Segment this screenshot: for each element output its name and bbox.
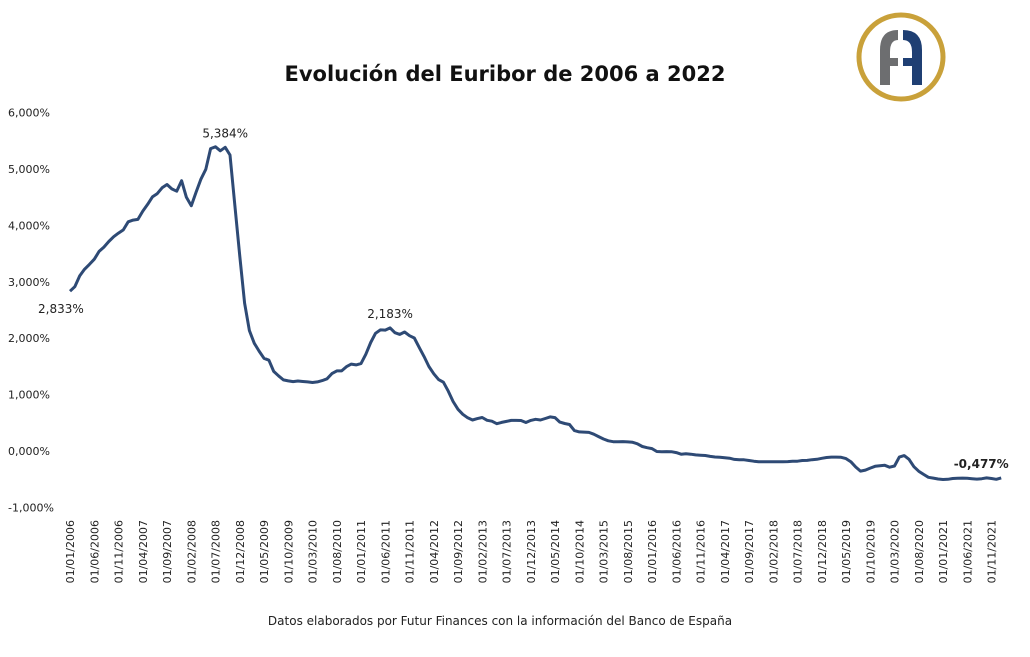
x-tick-label: 01/04/2007 (137, 520, 150, 583)
x-tick-label: 01/11/2021 (986, 520, 999, 583)
x-tick-label: 01/12/2008 (234, 520, 247, 583)
x-tick-label: 01/09/2012 (452, 520, 465, 583)
x-tick-label: 01/05/2009 (258, 520, 271, 583)
x-tick-label: 01/09/2017 (743, 520, 756, 583)
x-tick-label: 01/08/2020 (913, 520, 926, 583)
source-note: Datos elaborados por Futur Finances con … (267, 614, 733, 628)
x-tick-label: 01/02/2008 (185, 520, 198, 583)
x-tick-label: 01/11/2011 (404, 520, 417, 583)
data-label: 2,833% (38, 302, 84, 316)
x-tick-label: 01/01/2016 (646, 520, 659, 583)
y-tick-label: 4,000% (8, 219, 50, 232)
data-label: 5,384% (202, 126, 248, 140)
x-tick-label: 01/03/2015 (598, 520, 611, 583)
x-tick-label: 01/01/2006 (64, 520, 77, 583)
y-tick-label: 0,000% (8, 445, 50, 458)
chart-title: Evolución del Euribor de 2006 a 2022 (284, 62, 726, 86)
x-tick-label: 01/10/2009 (282, 520, 295, 583)
y-tick-label: 2,000% (8, 332, 50, 345)
y-tick-label: 1,000% (8, 389, 50, 402)
x-tick-label: 01/08/2010 (331, 520, 344, 583)
x-tick-label: 01/02/2018 (767, 520, 780, 583)
x-tick-label: 01/01/2011 (355, 520, 368, 583)
x-tick-label: 01/05/2019 (840, 520, 853, 583)
y-tick-label: 5,000% (8, 163, 50, 176)
x-tick-label: 01/12/2013 (525, 520, 538, 583)
futur-finances-logo (856, 12, 946, 102)
x-tick-label: 01/09/2007 (161, 520, 174, 583)
x-tick-label: 01/04/2012 (428, 520, 441, 583)
x-tick-label: 01/07/2013 (501, 520, 514, 583)
x-tick-label: 01/11/2016 (695, 520, 708, 583)
y-tick-label: -1,000% (8, 501, 54, 514)
x-tick-label: 01/11/2006 (113, 520, 126, 583)
y-tick-label: 3,000% (8, 276, 50, 289)
x-tick-label: 01/05/2014 (549, 520, 562, 583)
x-tick-label: 01/08/2015 (622, 520, 635, 583)
x-tick-label: 01/02/2013 (476, 520, 489, 583)
x-tick-label: 01/10/2014 (573, 520, 586, 583)
data-label: -0,477% (954, 457, 1009, 471)
x-tick-label: 01/07/2008 (210, 520, 223, 583)
x-tick-label: 01/07/2018 (792, 520, 805, 583)
euribor-series-line (68, 145, 1002, 481)
x-tick-label: 01/06/2006 (88, 520, 101, 583)
x-tick-label: 01/01/2021 (937, 520, 950, 583)
x-tick-label: 01/03/2020 (889, 520, 902, 583)
y-tick-label: 6,000% (8, 107, 50, 120)
x-tick-label: 01/06/2021 (961, 520, 974, 583)
x-tick-label: 01/06/2011 (379, 520, 392, 583)
x-tick-label: 01/04/2017 (719, 520, 732, 583)
x-tick-label: 01/06/2016 (670, 520, 683, 583)
x-tick-label: 01/03/2010 (307, 520, 320, 583)
x-tick-label: 01/10/2019 (864, 520, 877, 583)
data-label: 2,183% (367, 307, 413, 321)
x-tick-label: 01/12/2018 (816, 520, 829, 583)
